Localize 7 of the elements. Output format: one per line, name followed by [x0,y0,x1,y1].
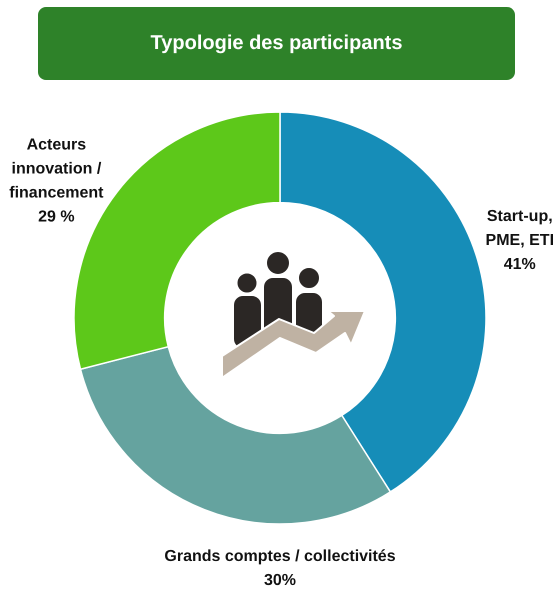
data-label: 30% [264,572,296,589]
slice-label: Grands comptes / collectivités [164,548,396,565]
data-label: 29 % [38,208,75,226]
slice-label: Acteurs innovation / financement [9,136,104,202]
data-label: 41% [504,256,536,273]
slice-label: Start-up, PME, ETI [486,208,554,249]
chart-title: Typologie des participants [150,32,402,55]
